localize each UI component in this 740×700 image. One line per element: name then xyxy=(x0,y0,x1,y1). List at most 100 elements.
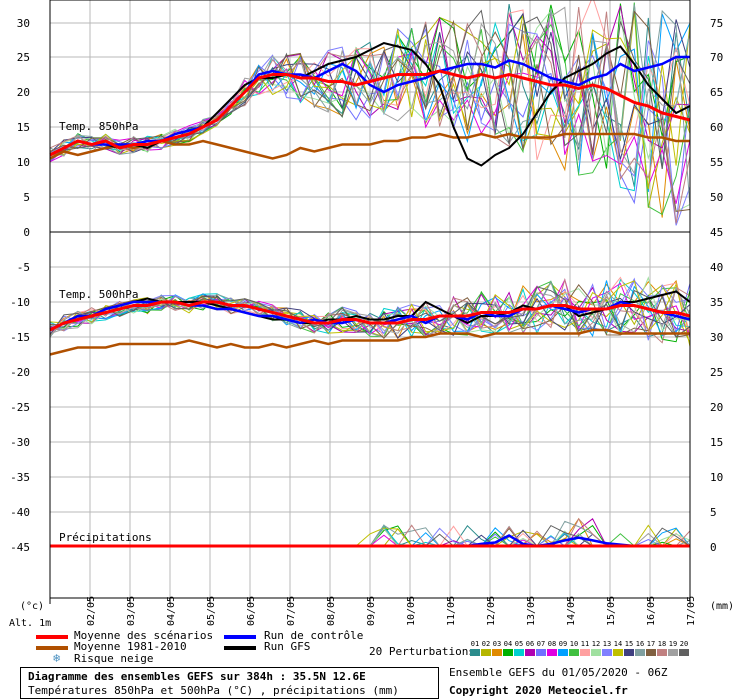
perturbation-swatch xyxy=(591,649,601,656)
perturbation-swatch xyxy=(525,649,535,656)
perturbation-swatch xyxy=(602,649,612,656)
right-tick-label: 50 xyxy=(710,191,723,204)
perturbation-line xyxy=(49,280,691,337)
perturbation-swatch xyxy=(624,649,634,656)
right-tick-label: 70 xyxy=(710,51,723,64)
chart-grid xyxy=(49,0,691,598)
right-tick-label: 65 xyxy=(710,86,723,99)
perturbation-swatch xyxy=(481,649,491,656)
perturbation-number: 18 xyxy=(657,640,667,648)
left-tick-label: -30 xyxy=(10,436,30,449)
x-date-label: 11/05 xyxy=(446,596,457,626)
x-date-label: 14/05 xyxy=(566,596,577,626)
perturbation-swatch xyxy=(657,649,667,656)
perturbation-number: 16 xyxy=(635,640,645,648)
x-date-label: 05/05 xyxy=(206,596,217,626)
left-tick-label: -40 xyxy=(10,506,30,519)
panel-label: Temp. 850hPa xyxy=(59,120,138,133)
perturbation-swatch xyxy=(679,649,689,656)
footer-title: Diagramme des ensembles GEFS sur 384h : … xyxy=(28,670,366,683)
right-tick-label: 45 xyxy=(710,226,723,239)
perturbation-swatch xyxy=(470,649,480,656)
x-date-label: 16/05 xyxy=(646,596,657,626)
legend-mean-scenarios-label: Moyenne des scénarios xyxy=(74,629,214,642)
footer-copyright: Copyright 2020 Meteociel.fr xyxy=(449,684,628,697)
perturbation-swatch xyxy=(613,649,623,656)
x-date-label: 10/05 xyxy=(406,596,417,626)
left-tick-label: 25 xyxy=(17,51,30,64)
right-tick-label: 10 xyxy=(710,471,723,484)
perturbation-number: 03 xyxy=(492,640,502,648)
x-date-label: 15/05 xyxy=(606,596,617,626)
left-tick-label: 0 xyxy=(23,226,30,239)
perturbation-number: 04 xyxy=(503,640,513,648)
right-tick-label: 15 xyxy=(710,436,723,449)
right-tick-label: 30 xyxy=(710,331,723,344)
x-date-label: 02/05 xyxy=(86,596,97,626)
perturbation-line xyxy=(49,6,691,224)
legend-gfs-run-swatch xyxy=(224,646,256,650)
right-tick-label: 35 xyxy=(710,296,723,309)
legend-mean-1981-2010-swatch xyxy=(36,646,68,650)
main-series xyxy=(49,41,691,548)
perturbation-number: 09 xyxy=(558,640,568,648)
right-tick-label: 5 xyxy=(710,506,717,519)
right-tick-label: 40 xyxy=(710,261,723,274)
perturbation-swatch xyxy=(547,649,557,656)
perturbation-swatch xyxy=(580,649,590,656)
perturbation-line xyxy=(49,9,691,170)
right-tick-label: 25 xyxy=(710,366,723,379)
perturbation-number: 02 xyxy=(481,640,491,648)
legend-mean-1981-2010-label: Moyenne 1981-2010 xyxy=(74,640,187,653)
perturbation-line xyxy=(49,278,691,338)
x-date-label: 04/05 xyxy=(166,596,177,626)
right-tick-label: 20 xyxy=(710,401,723,414)
x-date-label: 09/05 xyxy=(366,596,377,626)
perturbation-swatch xyxy=(569,649,579,656)
perturbation-number: 07 xyxy=(536,640,546,648)
left-tick-label: 5 xyxy=(23,191,30,204)
left-tick-label: -45 xyxy=(10,541,30,554)
perturbation-swatch xyxy=(536,649,546,656)
perturbation-swatch xyxy=(492,649,502,656)
perturbation-number: 14 xyxy=(613,640,623,648)
perturbation-number: 15 xyxy=(624,640,634,648)
perturbation-number: 12 xyxy=(591,640,601,648)
perturbation-number: 11 xyxy=(580,640,590,648)
legend-snow-risk-label: Risque neige xyxy=(74,652,154,665)
mean-scenarios-line xyxy=(49,69,691,157)
perturbation-line xyxy=(49,27,691,226)
perturbation-swatch xyxy=(668,649,678,656)
panel-label: Temp. 500hPa xyxy=(59,288,138,301)
right-tick-label: 0 xyxy=(710,541,717,554)
x-date-label: 13/05 xyxy=(526,596,537,626)
right-tick-label: 60 xyxy=(710,121,723,134)
left-tick-label: -5 xyxy=(17,261,30,274)
x-date-label: 12/05 xyxy=(486,596,497,626)
left-tick-label: 30 xyxy=(17,17,30,30)
snowflake-icon: ❄ xyxy=(53,651,61,665)
units-left: (°c) xyxy=(20,601,44,612)
left-tick-label: 20 xyxy=(17,86,30,99)
perturbation-number: 05 xyxy=(514,640,524,648)
perturbation-line xyxy=(49,0,691,161)
perturbation-number: 01 xyxy=(470,640,480,648)
x-date-label: 17/05 xyxy=(686,596,697,626)
perturbation-number: 06 xyxy=(525,640,535,648)
left-tick-label: -20 xyxy=(10,366,30,379)
legend-gfs-run-label: Run GFS xyxy=(264,640,311,653)
right-tick-label: 75 xyxy=(710,17,723,30)
perturbation-number: 19 xyxy=(668,640,678,648)
perturbation-color-legend: 01 02 03 04 05 06 07 08 09 10 11 12 13 14 15 16 17 18 19 20 xyxy=(470,640,690,657)
x-date-label: 08/05 xyxy=(326,596,337,626)
left-tick-label: -15 xyxy=(10,331,30,344)
legend-control-run-label: Run de contrôle xyxy=(264,629,364,642)
perturbation-number: 10 xyxy=(569,640,579,648)
x-date-label: 03/05 xyxy=(126,596,137,626)
perturbation-number: 13 xyxy=(602,640,612,648)
perturbation-number: 17 xyxy=(646,640,656,648)
altitude-label: Alt. 1m xyxy=(9,618,51,629)
footer-ensemble-info: Ensemble GEFS du 01/05/2020 - 06Z xyxy=(449,666,668,679)
perturbation-number: 20 xyxy=(679,640,689,648)
left-tick-label: -25 xyxy=(10,401,30,414)
